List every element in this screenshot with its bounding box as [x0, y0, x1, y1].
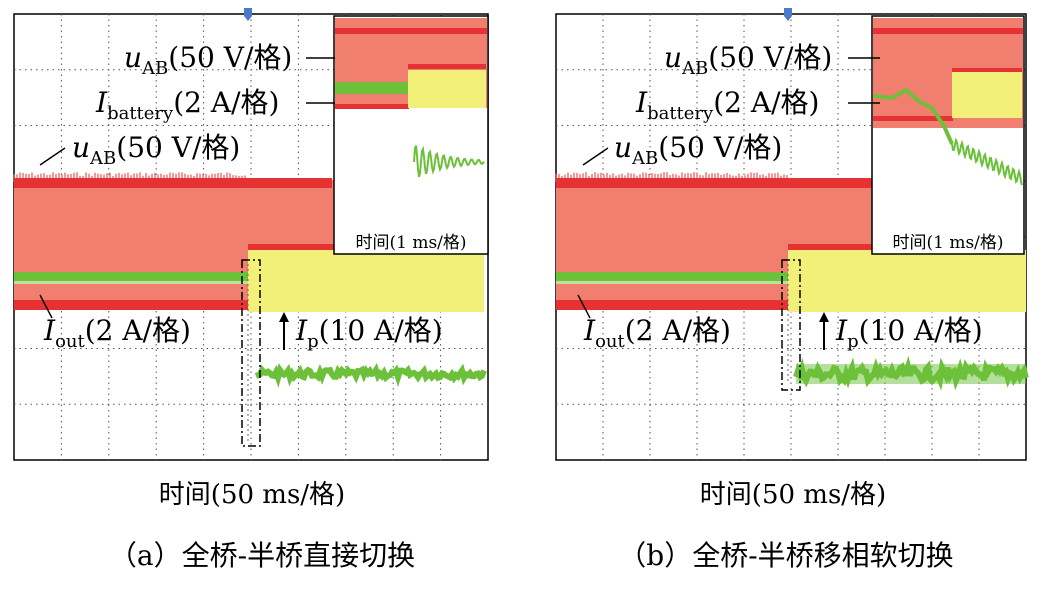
- ibattery-inset-label-a: Ibattery(2 A/格): [95, 86, 279, 124]
- x-axis-label-a: 时间(50 ms/格): [159, 480, 345, 510]
- ip-trace: [254, 363, 487, 388]
- iout-trace: [556, 272, 788, 281]
- uab-half-bridge-top: [248, 178, 332, 188]
- uab-half-bridge-mid: [248, 244, 352, 250]
- leader-lines-a: [39, 57, 335, 319]
- uab-half-bridge-mid: [788, 244, 894, 250]
- inset-uab-top: [335, 28, 487, 34]
- inset-uab-mid: [952, 68, 1022, 73]
- ip-arrow-a: [279, 312, 289, 350]
- inset-uab-bottom: [335, 104, 409, 109]
- inset-yellow: [952, 72, 1022, 118]
- uab-inset-label-b: uAB(50 V/格): [664, 41, 832, 79]
- uab-main-label-b: uAB(50 V/格): [614, 131, 782, 169]
- inset-ibattery-trace: [335, 82, 408, 94]
- inset-caption-bg: [873, 230, 1023, 253]
- ip-arrow-b: [819, 312, 829, 350]
- uab-inset-label-a: uAB(50 V/格): [124, 41, 292, 79]
- uab-full-bridge-band: [556, 180, 788, 310]
- panel-a: 时间(1 ms/格) uAB(50 V/格) Ibattery(2 A/格) u…: [13, 8, 489, 572]
- ibattery-yellow-band: [788, 250, 1026, 312]
- caption-a: （a）全桥-半桥直接切换: [109, 539, 415, 572]
- inset-plot-a: 时间(1 ms/格): [333, 15, 489, 255]
- transition-box: [781, 259, 801, 391]
- ip-trace-envelope: [796, 364, 1026, 384]
- caption-b: （b）全桥-半桥移相软切换: [618, 539, 953, 572]
- ibattery-inset-label-b: Ibattery(2 A/格): [635, 86, 819, 124]
- uab-negative-rail: [556, 300, 788, 310]
- leader-lines-b: [577, 57, 880, 319]
- uab-half-bridge-top: [788, 178, 874, 188]
- uab-positive-rail: [556, 178, 788, 188]
- uab-positive-rail: [14, 178, 248, 188]
- x-axis-label-b: 时间(50 ms/格): [700, 480, 886, 510]
- inset-uab-top: [873, 28, 1023, 34]
- iout-trace: [14, 272, 248, 281]
- inset-uab-mid: [408, 64, 486, 69]
- inset-ip-ramp: [951, 137, 1023, 186]
- inset-yellow: [408, 70, 486, 108]
- transition-box: [241, 259, 261, 447]
- iout-trace-edge: [556, 281, 788, 284]
- uab-main-label-a: uAB(50 V/格): [72, 131, 240, 169]
- iout-trace-edge: [14, 281, 248, 284]
- uab-negative-rail: [14, 300, 248, 310]
- iout-label-b: Iout(2 A/格): [583, 314, 731, 352]
- inset-plot-b: 时间(1 ms/格): [871, 15, 1025, 255]
- inset-uab-bottom: [873, 116, 953, 121]
- trigger-marker: [784, 8, 792, 21]
- inset-ip-oscillation: [413, 145, 485, 178]
- ip-label-a: Ip(10 A/格): [295, 314, 443, 352]
- inset-ibattery-trace: [873, 87, 954, 145]
- uab-full-bridge-band: [14, 180, 248, 310]
- iout-label-a: Iout(2 A/格): [43, 314, 191, 352]
- ibattery-yellow-band: [248, 250, 484, 312]
- ip-label-b: Ip(10 A/格): [835, 314, 983, 352]
- inset-x-axis-label: 时间(1 ms/格): [355, 233, 466, 253]
- panel-b: 时间(1 ms/格) uAB(50 V/格) Ibattery(2 A/格) u…: [555, 8, 1029, 572]
- trigger-marker: [244, 8, 252, 21]
- inset-caption-bg: [335, 230, 487, 253]
- inset-x-axis-label: 时间(1 ms/格): [892, 233, 1003, 253]
